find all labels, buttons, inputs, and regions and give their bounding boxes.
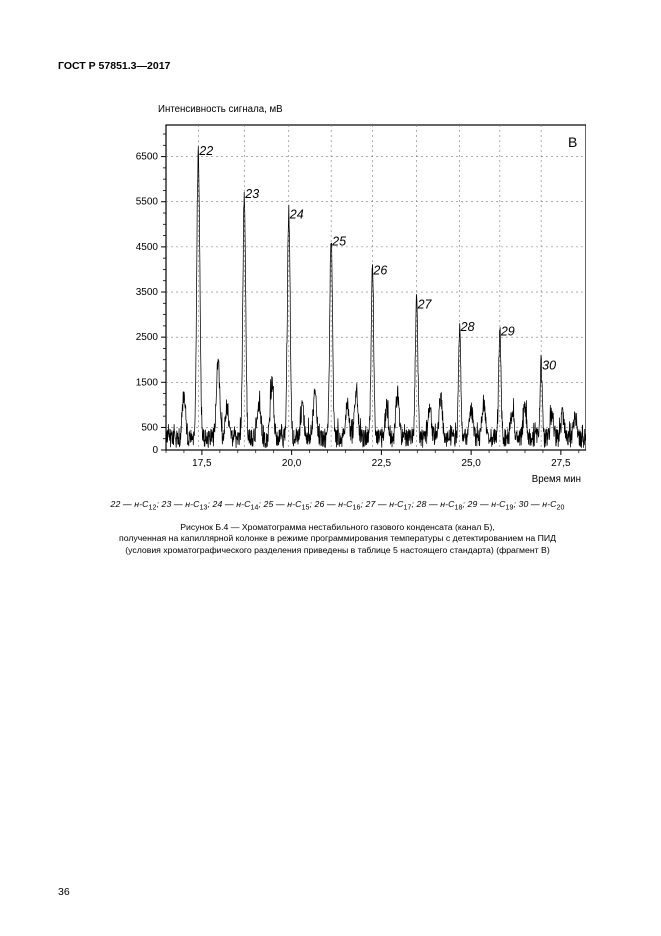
peak-legend: 22 — н-C12; 23 — н-C13; 24 — н-C14; 25 —… bbox=[58, 499, 617, 512]
svg-text:27: 27 bbox=[417, 298, 433, 312]
caption-line: (условия хроматографического разделения … bbox=[58, 545, 617, 556]
caption-line: полученная на капиллярной колонке в режи… bbox=[58, 533, 617, 544]
caption-line: Рисунок Б.4 — Хроматограмма нестабильног… bbox=[58, 522, 617, 533]
svg-text:23: 23 bbox=[244, 187, 259, 201]
svg-text:27,5: 27,5 bbox=[551, 458, 571, 469]
svg-text:0: 0 bbox=[152, 445, 158, 456]
svg-text:24: 24 bbox=[289, 207, 304, 221]
page-number: 36 bbox=[58, 886, 70, 898]
svg-text:26: 26 bbox=[372, 264, 387, 278]
chromatogram-chart: 0 500 1500 2500 3500 4500 5500 6500 17,5 20,0 22,5… bbox=[126, 117, 586, 472]
svg-text:4500: 4500 bbox=[136, 242, 159, 253]
svg-text:30: 30 bbox=[542, 359, 556, 373]
svg-text:25: 25 bbox=[331, 234, 346, 248]
svg-text:1500: 1500 bbox=[136, 377, 159, 388]
svg-text:В: В bbox=[568, 134, 577, 150]
y-axis-title: Интенсивность сигнала, мВ bbox=[158, 104, 617, 115]
document-id: ГОСТ Р 57851.3—2017 bbox=[58, 60, 617, 72]
svg-text:500: 500 bbox=[141, 422, 158, 433]
svg-text:28: 28 bbox=[460, 320, 475, 334]
svg-text:3500: 3500 bbox=[136, 287, 159, 298]
svg-text:20,0: 20,0 bbox=[282, 458, 302, 469]
svg-text:2500: 2500 bbox=[136, 332, 159, 343]
svg-text:6500: 6500 bbox=[136, 152, 159, 163]
svg-text:17,5: 17,5 bbox=[192, 458, 212, 469]
x-axis-title: Время мин bbox=[58, 474, 581, 485]
svg-text:29: 29 bbox=[500, 325, 515, 339]
svg-text:22: 22 bbox=[198, 144, 213, 158]
svg-text:22,5: 22,5 bbox=[372, 458, 392, 469]
figure-caption: Рисунок Б.4 — Хроматограмма нестабильног… bbox=[58, 522, 617, 556]
svg-text:5500: 5500 bbox=[136, 197, 159, 208]
svg-text:25,0: 25,0 bbox=[461, 458, 481, 469]
